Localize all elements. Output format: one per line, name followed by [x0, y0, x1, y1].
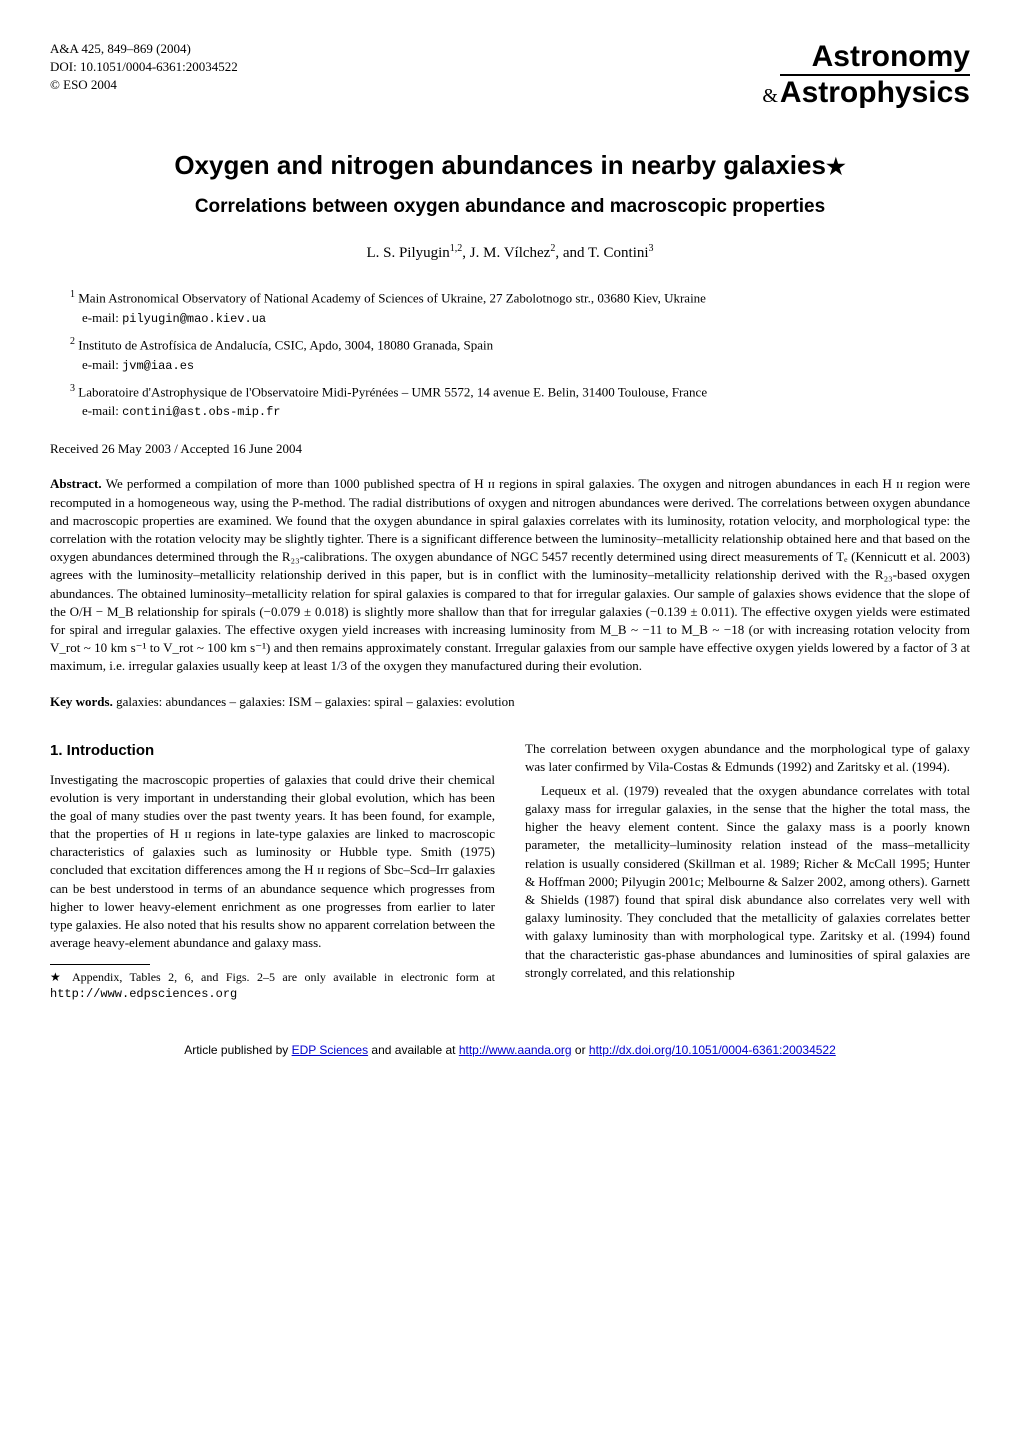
affiliation-2-email-label: e-mail:: [82, 357, 122, 372]
header-row: A&A 425, 849–869 (2004) DOI: 10.1051/000…: [50, 40, 970, 110]
section-1-heading: 1. Introduction: [50, 740, 495, 761]
left-column: 1. Introduction Investigating the macros…: [50, 740, 495, 1003]
authors-list: L. S. Pilyugin1,2, J. M. Vílchez2, and T…: [50, 243, 970, 262]
author-3-sup: 3: [649, 243, 654, 254]
journal-logo: Astronomy &Astrophysics: [762, 40, 970, 110]
logo-astrophysics: Astrophysics: [780, 74, 970, 110]
affiliations: 1 Main Astronomical Observatory of Natio…: [70, 287, 970, 421]
article-link-footer: Article published by EDP Sciences and av…: [50, 1043, 970, 1057]
keywords-text: galaxies: abundances – galaxies: ISM – g…: [116, 694, 515, 709]
dates: Received 26 May 2003 / Accepted 16 June …: [50, 441, 970, 457]
logo-astronomy: Astronomy: [762, 40, 970, 74]
author-1: L. S. Pilyugin: [366, 245, 449, 261]
edp-sciences-link[interactable]: EDP Sciences: [292, 1043, 368, 1057]
title-footnote-star: ★: [826, 154, 846, 179]
title-text: Oxygen and nitrogen abundances in nearby…: [174, 150, 826, 180]
affiliation-3-email: contini@ast.obs-mip.fr: [122, 405, 280, 419]
affiliation-2-email: jvm@iaa.es: [122, 359, 194, 373]
journal-doi: DOI: 10.1051/0004-6361:20034522: [50, 58, 238, 76]
footnote-text: Appendix, Tables 2, 6, and Figs. 2–5 are…: [65, 970, 495, 984]
affiliation-1: 1 Main Astronomical Observatory of Natio…: [70, 287, 970, 328]
affiliation-1-email: pilyugin@mao.kiev.ua: [122, 312, 266, 326]
right-column: The correlation between oxygen abundance…: [525, 740, 970, 1003]
footnote-star: ★: [50, 970, 65, 984]
col2-paragraph-2: Lequeux et al. (1979) revealed that the …: [525, 782, 970, 982]
affiliation-1-text: Main Astronomical Observatory of Nationa…: [75, 290, 706, 305]
abstract-label: Abstract.: [50, 476, 106, 491]
affiliation-2: 2 Instituto de Astrofísica de Andalucía,…: [70, 334, 970, 375]
affiliation-3-text: Laboratoire d'Astrophysique de l'Observa…: [75, 384, 707, 399]
body-columns: 1. Introduction Investigating the macros…: [50, 740, 970, 1003]
col1-paragraph-1: Investigating the macroscopic properties…: [50, 771, 495, 953]
affiliation-3-email-label: e-mail:: [82, 403, 122, 418]
footnote-url: http://www.edpsciences.org: [50, 987, 237, 1001]
affiliation-3: 3 Laboratoire d'Astrophysique de l'Obser…: [70, 381, 970, 422]
aanda-link[interactable]: http://www.aanda.org: [459, 1043, 572, 1057]
paper-title: Oxygen and nitrogen abundances in nearby…: [50, 150, 970, 181]
article-link-or: or: [572, 1043, 589, 1057]
journal-citation: A&A 425, 849–869 (2004): [50, 40, 238, 58]
abstract: Abstract. We performed a compilation of …: [50, 475, 970, 675]
footnote: ★ Appendix, Tables 2, 6, and Figs. 2–5 a…: [50, 970, 495, 1002]
keywords-label: Key words.: [50, 694, 116, 709]
author-3: , and T. Contini: [555, 245, 648, 261]
article-link-prefix: Article published by: [184, 1043, 291, 1057]
logo-bottom-row: &Astrophysics: [762, 74, 970, 110]
doi-link[interactable]: http://dx.doi.org/10.1051/0004-6361:2003…: [589, 1043, 836, 1057]
affiliation-1-email-label: e-mail:: [82, 310, 122, 325]
abstract-text: We performed a compilation of more than …: [50, 476, 970, 673]
article-link-mid: and available at: [368, 1043, 459, 1057]
paper-subtitle: Correlations between oxygen abundance an…: [50, 196, 970, 218]
keywords: Key words. galaxies: abundances – galaxi…: [50, 694, 970, 710]
author-1-sup: 1,2: [450, 243, 463, 254]
footnote-separator: [50, 964, 150, 965]
author-2: , J. M. Vílchez: [462, 245, 550, 261]
affiliation-2-text: Instituto de Astrofísica de Andalucía, C…: [75, 337, 493, 352]
logo-ampersand: &: [762, 85, 778, 108]
journal-info: A&A 425, 849–869 (2004) DOI: 10.1051/000…: [50, 40, 238, 95]
col2-paragraph-1: The correlation between oxygen abundance…: [525, 740, 970, 776]
journal-copyright: © ESO 2004: [50, 76, 238, 94]
